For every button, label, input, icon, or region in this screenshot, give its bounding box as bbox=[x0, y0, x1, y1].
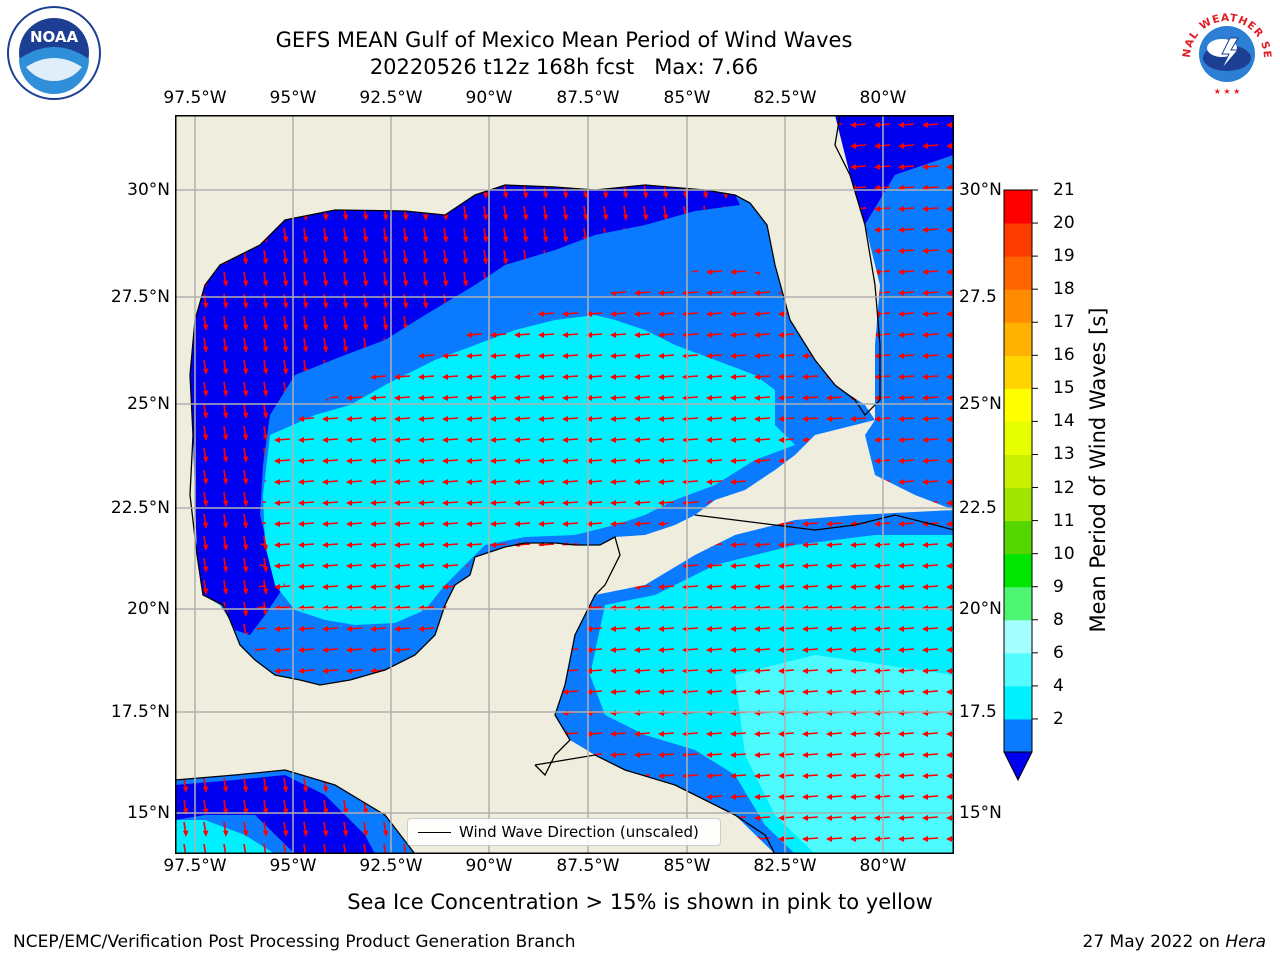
credit-text: NCEP/EMC/Verification Post Processing Pr… bbox=[13, 932, 576, 952]
colorbar-tick-label: 10 bbox=[1053, 543, 1075, 564]
colorbar-tick-label: 15 bbox=[1053, 378, 1075, 399]
lon-tick-label-top: 82.5°W bbox=[753, 88, 817, 108]
date-stamp: 27 May 2022 on Hera bbox=[1083, 932, 1267, 952]
colorbar-band bbox=[1004, 223, 1032, 257]
lat-tick-label-left: 22.5°N bbox=[110, 498, 170, 518]
machine-name: Hera bbox=[1225, 932, 1266, 952]
colorbar-band bbox=[1004, 289, 1032, 323]
date-text: 27 May 2022 on bbox=[1082, 932, 1220, 952]
lon-tick-label-bottom: 87.5°W bbox=[556, 856, 620, 876]
colorbar-tick-label: 6 bbox=[1053, 642, 1064, 663]
lat-tick-label-right: 25°N bbox=[959, 394, 1002, 414]
colorbar-band bbox=[1004, 652, 1032, 687]
colorbar-band bbox=[1004, 190, 1032, 224]
colorbar-extend-triangle bbox=[1003, 751, 1033, 782]
lon-tick-label-bottom: 95°W bbox=[269, 856, 317, 876]
lat-tick-label-right: 15°N bbox=[959, 803, 1002, 823]
forecast-run-label: 20220526 t12z 168h fcst bbox=[369, 55, 635, 79]
lat-tick-label-left: 15°N bbox=[127, 803, 170, 823]
lat-tick-label-right: 20°N bbox=[959, 599, 1002, 619]
colorbar-tick-label: 9 bbox=[1053, 576, 1064, 597]
legend-label: Wind Wave Direction (unscaled) bbox=[459, 823, 699, 841]
lon-tick-label-top: 85°W bbox=[663, 88, 711, 108]
wind-wave-arrows-gulf bbox=[255, 265, 875, 685]
colorbar-band bbox=[1004, 421, 1032, 455]
nws-logo: NATIONAL WEATHER SERVICE ★ ★ ★ bbox=[1178, 2, 1274, 98]
map-panel bbox=[175, 115, 954, 854]
colorbar-band bbox=[1004, 322, 1032, 356]
graticule bbox=[175, 115, 954, 854]
colorbar-tick-label: 18 bbox=[1053, 279, 1075, 300]
colorbar-tick-label: 21 bbox=[1053, 180, 1075, 200]
colorbar-band bbox=[1004, 619, 1032, 654]
colorbar-band bbox=[1004, 520, 1032, 555]
colorbar-band bbox=[1004, 355, 1032, 389]
wind-wave-arrows-florida bbox=[835, 115, 954, 510]
colorbar bbox=[1003, 189, 1038, 782]
colorbar-title: Mean Period of Wind Waves [s] bbox=[1086, 307, 1110, 633]
lon-tick-label-top: 92.5°W bbox=[359, 88, 423, 108]
legend-line-swatch bbox=[418, 832, 451, 833]
colorbar-tick-label: 12 bbox=[1053, 477, 1075, 498]
lat-tick-label-right: 17.5 bbox=[959, 702, 997, 722]
wind-wave-arrows-pacific bbox=[175, 770, 415, 854]
colorbar-tick-label: 11 bbox=[1053, 510, 1075, 531]
lon-tick-label-bottom: 85°W bbox=[663, 856, 711, 876]
map-title: GEFS MEAN Gulf of Mexico Mean Period of … bbox=[275, 28, 853, 52]
colorbar-band bbox=[1004, 454, 1032, 489]
lon-tick-label-bottom: 92.5°W bbox=[359, 856, 423, 876]
lon-tick-label-top: 95°W bbox=[269, 88, 317, 108]
lon-tick-label-bottom: 80°W bbox=[859, 856, 907, 876]
lon-tick-label-bottom: 90°W bbox=[465, 856, 513, 876]
lat-tick-label-left: 30°N bbox=[127, 180, 170, 200]
colorbar-tick-label: 13 bbox=[1053, 444, 1075, 465]
sea-ice-note: Sea Ice Concentration > 15% is shown in … bbox=[347, 890, 933, 914]
lon-tick-label-top: 90°W bbox=[465, 88, 513, 108]
svg-text:★ ★ ★: ★ ★ ★ bbox=[1214, 87, 1241, 96]
max-value-label: Max: 7.66 bbox=[654, 55, 759, 79]
noaa-logo-text: NOAA bbox=[30, 28, 79, 46]
lon-tick-label-bottom: 82.5°W bbox=[753, 856, 817, 876]
colorbar-tick-label: 4 bbox=[1053, 675, 1064, 696]
map-subtitle: 20220526 t12z 168h fcst Max: 7.66 bbox=[0, 54, 1128, 80]
colorbar-band bbox=[1004, 487, 1032, 522]
colorbar-tick-label: 20 bbox=[1053, 213, 1075, 234]
colorbar-tick-label: 17 bbox=[1053, 312, 1075, 333]
lon-tick-label-top: 80°W bbox=[859, 88, 907, 108]
colorbar-band bbox=[1004, 553, 1032, 588]
lon-tick-label-bottom: 97.5°W bbox=[163, 856, 227, 876]
colorbar-tick-label: 8 bbox=[1053, 609, 1064, 630]
lon-tick-label-top: 87.5°W bbox=[556, 88, 620, 108]
lat-tick-label-left: 27.5°N bbox=[110, 287, 170, 307]
colorbar-tick-label: 2 bbox=[1053, 708, 1064, 729]
lat-tick-label-left: 17.5°N bbox=[110, 702, 170, 722]
colorbar-tick-label: 16 bbox=[1053, 345, 1075, 366]
colorbar-band bbox=[1004, 685, 1032, 720]
colorbar-band bbox=[1004, 388, 1032, 422]
lat-tick-label-right: 27.5 bbox=[959, 287, 997, 307]
lon-tick-label-top: 97.5°W bbox=[163, 88, 227, 108]
lat-tick-label-left: 20°N bbox=[127, 599, 170, 619]
map-legend: Wind Wave Direction (unscaled) bbox=[407, 818, 721, 846]
colorbar-band bbox=[1004, 718, 1032, 753]
lat-tick-label-left: 25°N bbox=[127, 394, 170, 414]
colorbar-tick-label: 14 bbox=[1053, 411, 1075, 432]
wind-wave-arrows-east bbox=[555, 510, 954, 854]
noaa-logo: NOAA bbox=[7, 6, 101, 100]
colorbar-tick-label: 19 bbox=[1053, 246, 1075, 267]
lat-tick-label-right: 30°N bbox=[959, 180, 1002, 200]
colorbar-band bbox=[1004, 586, 1032, 621]
lat-tick-label-right: 22.5 bbox=[959, 498, 997, 518]
colorbar-band bbox=[1004, 256, 1032, 290]
